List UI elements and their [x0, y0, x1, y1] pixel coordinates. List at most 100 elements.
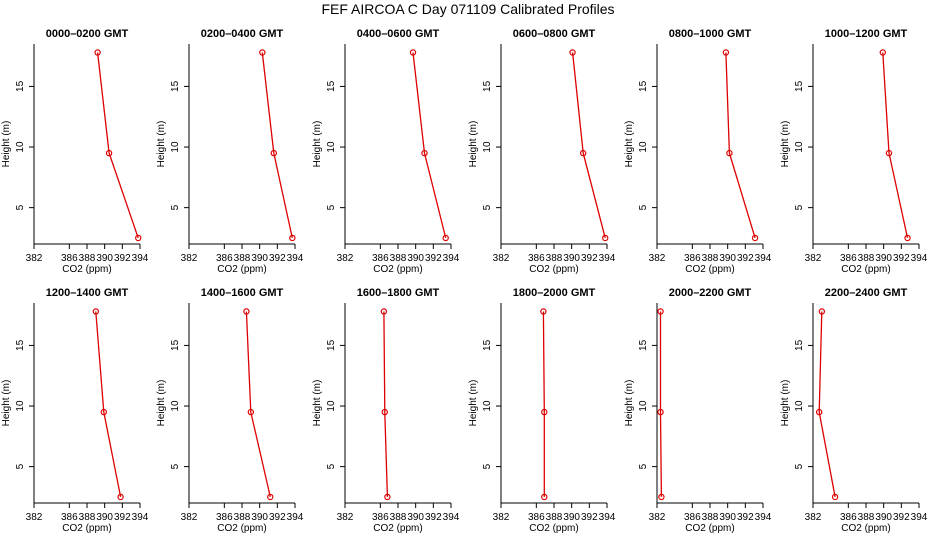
panel-11: 382 386 388 390 392 394 CO2 (ppm) 5 10 15 Height (…	[624, 287, 772, 534]
profile-line	[95, 311, 122, 498]
x-tick-label: 390	[251, 253, 268, 264]
profile-point	[579, 149, 587, 157]
x-axis-label: CO2 (ppm)	[62, 523, 111, 534]
y-tick-label: 10	[15, 400, 26, 412]
y-tick-label: 5	[638, 463, 649, 469]
panel-5: 382 386 388 390 392 394 CO2 (ppm) 5 10 15 Height (…	[624, 28, 772, 275]
y-axis-label: Height (m)	[156, 380, 167, 427]
x-tick-label: 392	[581, 253, 598, 264]
x-tick-label: 382	[649, 512, 666, 523]
x-tick-label: 386	[684, 253, 701, 264]
profile-point	[751, 234, 759, 242]
x-tick-label: 386	[372, 253, 389, 264]
profile-point	[541, 493, 548, 501]
x-tick-label: 394	[599, 253, 616, 264]
y-tick-label: 10	[638, 141, 649, 153]
profile-point	[904, 234, 911, 242]
y-tick-label: 15	[326, 80, 337, 92]
x-tick-label: 390	[251, 512, 268, 523]
x-tick-label: 394	[755, 512, 772, 523]
x-axis-label: CO2 (ppm)	[685, 523, 734, 534]
y-tick-label: 10	[170, 141, 181, 153]
x-tick-label: 388	[234, 253, 251, 264]
panel-title: 1200–1400 GMT	[46, 287, 129, 299]
x-tick-label: 392	[269, 253, 286, 264]
panel-title: 0800–1000 GMT	[669, 28, 752, 40]
x-axis-label: CO2 (ppm)	[373, 523, 422, 534]
x-tick-label: 388	[858, 253, 875, 264]
x-tick-label: 382	[26, 253, 43, 264]
profile-line	[412, 52, 447, 239]
profile-point	[831, 493, 839, 501]
x-tick-label: 386	[372, 512, 389, 523]
panel-title: 2200–2400 GMT	[825, 287, 908, 299]
x-tick-label: 392	[581, 512, 598, 523]
x-tick-label: 392	[893, 512, 910, 523]
panel-title: 2000–2200 GMT	[669, 287, 752, 299]
x-tick-label: 382	[181, 253, 198, 264]
x-tick-label: 394	[911, 253, 928, 264]
y-axis-label: Height (m)	[780, 121, 791, 168]
x-tick-label: 392	[893, 253, 910, 264]
x-tick-label: 394	[599, 512, 616, 523]
x-tick-label: 394	[443, 512, 460, 523]
panel-4: 382 386 388 390 392 394 CO2 (ppm) 5 10 15 Height (…	[468, 28, 616, 275]
profile-line	[96, 52, 139, 239]
profile-point	[384, 493, 391, 501]
y-tick-label: 15	[15, 339, 26, 351]
x-tick-label: 388	[858, 512, 875, 523]
panel-9: 382 386 388 390 392 394 CO2 (ppm) 5 10 15 Height (…	[312, 287, 460, 534]
y-tick-label: 10	[638, 400, 649, 412]
y-tick-label: 15	[638, 80, 649, 92]
x-tick-label: 386	[61, 253, 78, 264]
y-tick-label: 10	[794, 141, 805, 153]
y-tick-label: 10	[794, 400, 805, 412]
y-tick-label: 10	[326, 400, 337, 412]
profile-line	[383, 311, 389, 497]
x-tick-label: 388	[79, 253, 96, 264]
x-tick-label: 392	[425, 512, 442, 523]
y-tick-label: 15	[794, 80, 805, 92]
y-tick-label: 5	[170, 204, 181, 210]
panel-title: 1800–2000 GMT	[513, 287, 596, 299]
x-tick-label: 394	[287, 512, 304, 523]
x-tick-label: 382	[649, 253, 666, 264]
x-axis-label: CO2 (ppm)	[685, 264, 734, 275]
y-axis-label: Height (m)	[468, 380, 479, 427]
x-tick-label: 386	[840, 253, 857, 264]
profile-point	[658, 493, 665, 501]
y-axis-label: Height (m)	[624, 121, 635, 168]
x-tick-label: 394	[911, 512, 928, 523]
profile-line	[571, 52, 606, 239]
profile-point	[409, 49, 417, 56]
x-tick-label: 388	[702, 512, 719, 523]
panel-title: 1400–1600 GMT	[201, 287, 284, 299]
y-axis-label: Height (m)	[1, 380, 12, 427]
x-tick-label: 394	[443, 253, 460, 264]
x-tick-label: 390	[875, 253, 892, 264]
y-tick-label: 15	[170, 80, 181, 92]
y-axis-label: Height (m)	[624, 380, 635, 427]
x-axis-label: CO2 (ppm)	[841, 264, 890, 275]
y-axis-label: Height (m)	[312, 121, 323, 168]
profile-point	[541, 408, 548, 416]
x-tick-label: 390	[875, 512, 892, 523]
profile-point	[135, 234, 142, 242]
profile-point	[657, 308, 664, 315]
x-axis-label: CO2 (ppm)	[529, 523, 578, 534]
profile-point	[602, 234, 609, 242]
y-tick-label: 10	[15, 141, 26, 153]
profile-point	[726, 149, 733, 157]
x-axis-label: CO2 (ppm)	[529, 264, 578, 275]
profile-point	[569, 49, 576, 56]
panel-title: 1600–1800 GMT	[357, 287, 440, 299]
x-axis-label: CO2 (ppm)	[217, 523, 266, 534]
y-tick-label: 15	[326, 339, 337, 351]
x-tick-label: 386	[684, 512, 701, 523]
y-tick-label: 15	[170, 339, 181, 351]
profile-point	[818, 308, 826, 315]
x-tick-label: 386	[216, 512, 233, 523]
profile-point	[879, 49, 886, 56]
